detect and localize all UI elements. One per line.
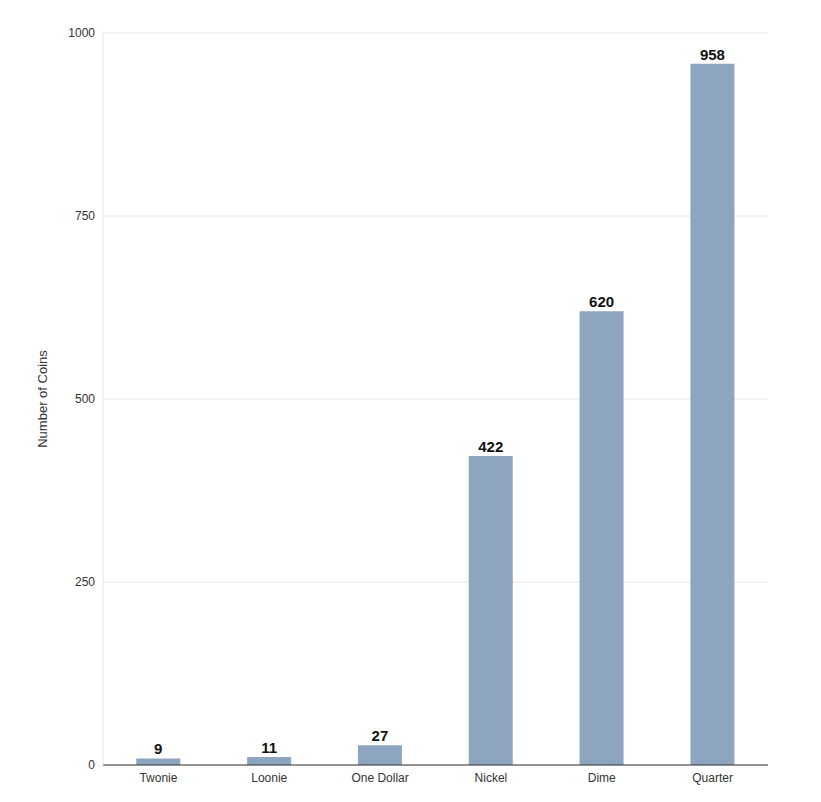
svg-text:11: 11 (261, 739, 277, 756)
svg-text:500: 500 (75, 392, 95, 406)
svg-text:9: 9 (154, 740, 162, 757)
svg-text:Loonie: Loonie (251, 771, 287, 785)
svg-text:Nickel: Nickel (475, 771, 508, 785)
svg-text:1000: 1000 (68, 26, 95, 40)
svg-text:27: 27 (372, 727, 389, 744)
svg-text:Dime: Dime (588, 771, 616, 785)
svg-text:620: 620 (589, 293, 614, 310)
svg-text:Quarter: Quarter (692, 771, 733, 785)
svg-text:One Dollar: One Dollar (351, 771, 408, 785)
svg-text:422: 422 (478, 438, 503, 455)
svg-text:Twonie: Twonie (139, 771, 177, 785)
svg-text:Number of Coins: Number of Coins (35, 350, 50, 448)
svg-text:958: 958 (700, 46, 725, 63)
svg-text:250: 250 (75, 575, 95, 589)
svg-text:750: 750 (75, 209, 95, 223)
svg-text:0: 0 (88, 758, 95, 772)
